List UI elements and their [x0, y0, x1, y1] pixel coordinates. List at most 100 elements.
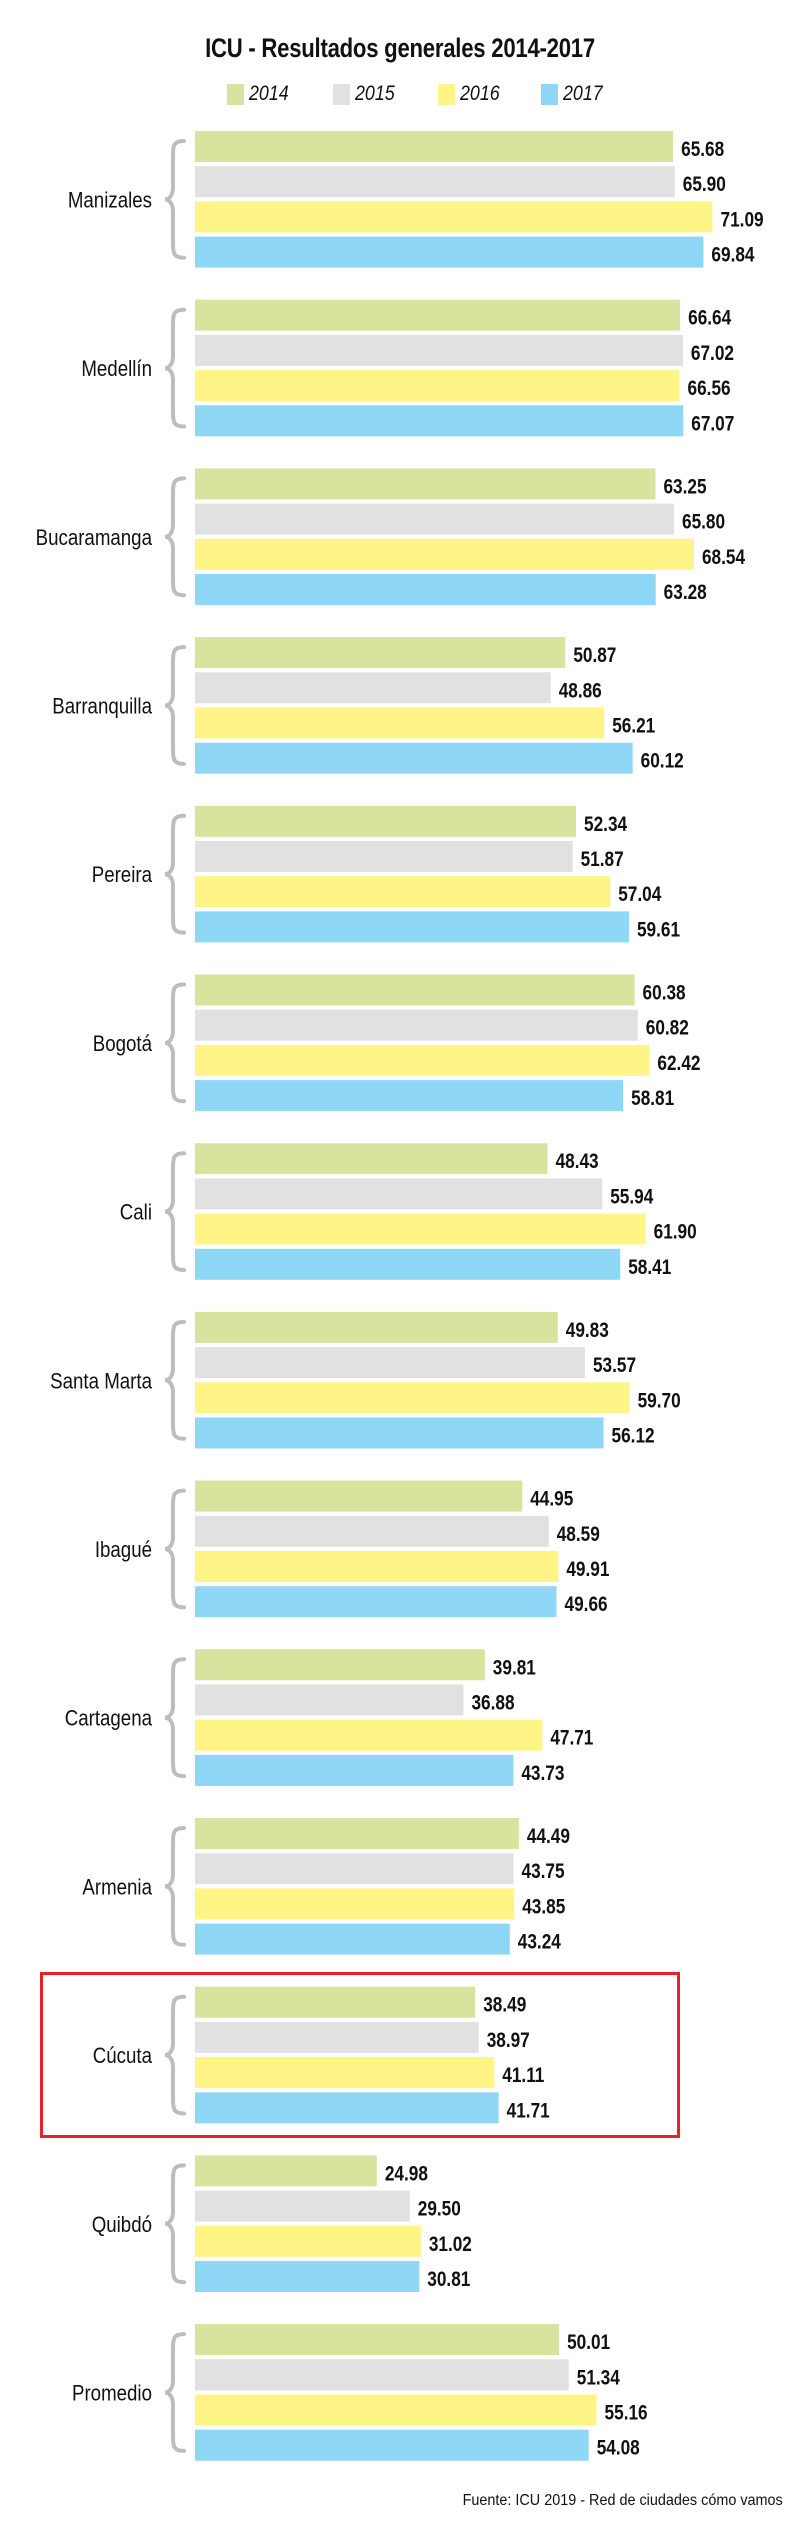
bar-2016	[195, 370, 680, 402]
value-label: 43.75	[522, 1861, 565, 1884]
value-label: 60.82	[646, 1017, 689, 1040]
category-label: Bucaramanga	[36, 526, 153, 550]
value-label: 48.86	[559, 680, 602, 703]
value-label: 52.34	[584, 813, 627, 836]
value-label: 67.02	[691, 342, 734, 365]
legend-swatch-2016	[438, 83, 455, 105]
bar-2017	[195, 1417, 604, 1449]
bar-2014	[195, 1818, 519, 1849]
bar-2016	[195, 1551, 559, 1582]
value-label: 67.07	[691, 413, 734, 436]
value-label: 63.25	[663, 476, 706, 499]
category-label: Pereira	[92, 864, 153, 888]
bar-2016	[195, 1719, 543, 1751]
legend-item-2017: 2017	[541, 82, 610, 106]
category-label: Santa Marta	[50, 1370, 152, 1394]
group-ibague: Ibagué 44.95 48.59 49.91 49.66	[95, 1480, 610, 1618]
bar-2016	[195, 1888, 515, 1920]
group-bucaramanga: Bucaramanga 63.25 65.80 68.54 63.28	[36, 468, 745, 605]
category-label: Cali	[120, 1201, 152, 1225]
bar-2014	[195, 1480, 523, 1512]
bar-2016	[195, 201, 713, 233]
value-label: 49.83	[566, 1319, 609, 1342]
value-label: 43.85	[522, 1896, 565, 1919]
bar-2017	[195, 2092, 499, 2124]
bar-2017	[195, 1080, 624, 1112]
bar-2015	[195, 1684, 464, 1716]
bar-2017	[195, 1754, 514, 1786]
group-cucuta: Cúcuta 38.49 38.97 41.11 41.71	[93, 1986, 550, 2124]
value-label: 24.98	[385, 2163, 428, 2186]
bar-2014	[195, 2155, 377, 2187]
brace-icon	[164, 2332, 186, 2453]
bar-2014	[195, 131, 674, 162]
value-label: 65.80	[682, 511, 725, 534]
bar-2016	[195, 2225, 421, 2257]
legend-swatch-2014	[227, 83, 244, 105]
category-label: Ibagué	[95, 1539, 152, 1563]
bar-2015	[195, 1178, 603, 1210]
bar-2017	[195, 236, 704, 268]
bar-2014	[195, 1986, 476, 2018]
category-label: Cartagena	[65, 1707, 153, 1731]
legend-label-2015: 2015	[355, 82, 395, 105]
group-manizales: Manizales 65.68 65.90 71.09 69.84	[68, 131, 764, 268]
value-label: 71.09	[721, 209, 764, 232]
value-label: 60.12	[641, 750, 684, 773]
bar-2015	[195, 2190, 410, 2222]
category-label: Promedio	[72, 2382, 152, 2406]
value-label: 49.91	[566, 1559, 609, 1582]
value-label: 66.64	[688, 307, 731, 330]
bar-2017	[195, 405, 684, 437]
value-label: 50.01	[567, 2332, 610, 2355]
group-pereira: Pereira 52.34 51.87 57.04 59.61	[92, 805, 680, 943]
bar-2017	[195, 1923, 510, 1955]
bar-2017	[195, 2261, 420, 2292]
group-promedio: Promedio 50.01 51.34 55.16 54.08	[72, 2324, 648, 2461]
brace-icon	[164, 1826, 186, 1947]
bar-2016	[195, 876, 611, 908]
value-label: 48.43	[556, 1151, 599, 1174]
value-label: 41.71	[507, 2100, 550, 2123]
value-label: 63.28	[664, 582, 707, 605]
bar-2017	[195, 911, 629, 943]
bar-2015	[195, 1853, 514, 1885]
value-label: 53.57	[593, 1355, 636, 1378]
value-label: 44.95	[530, 1488, 573, 1511]
value-label: 61.90	[654, 1221, 697, 1244]
bar-2014	[195, 2324, 560, 2356]
bar-2017	[195, 2429, 589, 2461]
value-label: 49.66	[565, 1594, 608, 1617]
value-label: 39.81	[493, 1657, 536, 1680]
bar-2015	[195, 841, 573, 872]
value-label: 43.73	[521, 1762, 564, 1785]
group-quibdo: Quibdó 24.98 29.50 31.02 30.81	[92, 2155, 472, 2292]
bar-2016	[195, 1044, 650, 1076]
value-label: 48.59	[557, 1523, 600, 1546]
brace-icon	[164, 476, 186, 598]
value-label: 38.49	[483, 1994, 526, 2017]
value-label: 30.81	[427, 2269, 470, 2292]
value-label: 29.50	[418, 2198, 461, 2221]
value-label: 59.70	[638, 1390, 681, 1413]
highlight-box-cucuta	[40, 1972, 680, 2138]
legend-item-2015: 2015	[333, 82, 402, 106]
brace-icon	[164, 982, 186, 1104]
category-label: Cúcuta	[93, 2045, 153, 2069]
source-footnote: Fuente: ICU 2019 - Red de ciudades cómo …	[462, 2492, 783, 2509]
value-label: 56.21	[612, 715, 655, 738]
bar-2015	[195, 1347, 585, 1379]
bar-2014	[195, 1649, 485, 1681]
category-label: Barranquilla	[52, 695, 152, 719]
legend-label-2014: 2014	[249, 82, 289, 105]
value-label: 57.04	[618, 884, 661, 907]
legend-label-2016: 2016	[460, 82, 500, 105]
bar-2014	[195, 805, 577, 837]
bar-2016	[195, 707, 605, 739]
category-label: Quibdó	[92, 2213, 152, 2237]
value-label: 60.38	[643, 982, 686, 1005]
value-label: 43.24	[518, 1931, 561, 1954]
brace-icon	[164, 645, 186, 766]
